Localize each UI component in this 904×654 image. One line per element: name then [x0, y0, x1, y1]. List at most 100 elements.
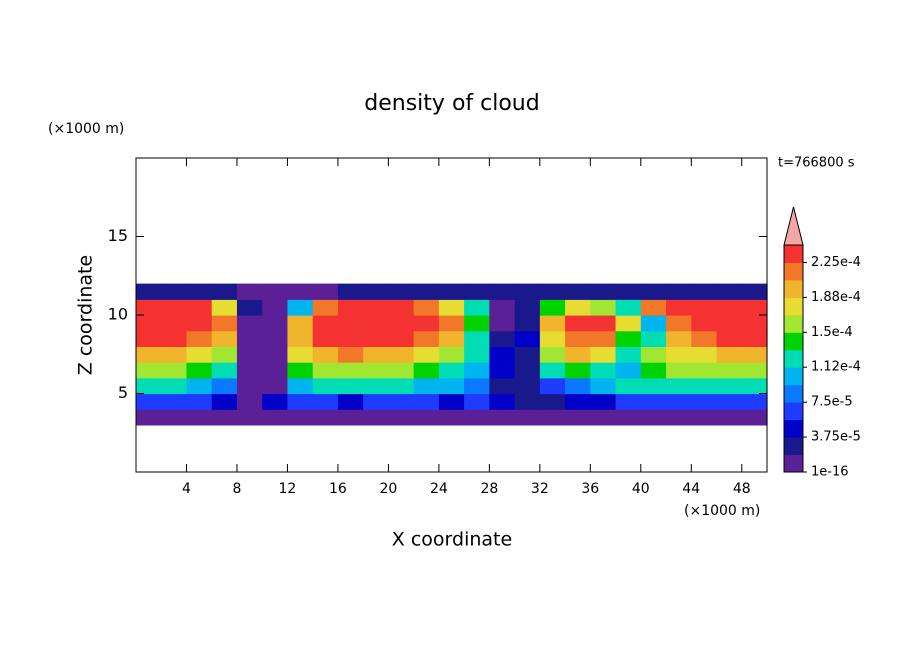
- contour-cell: [363, 393, 389, 410]
- contour-cell: [287, 377, 314, 395]
- y-unit: (×1000 m): [48, 121, 124, 137]
- contour-cell: [489, 362, 516, 379]
- contour-cell: [413, 283, 440, 300]
- x-tick-label: 28: [480, 481, 498, 497]
- contour-cell: [741, 377, 768, 395]
- colorbar-band: [784, 297, 803, 316]
- colorbar-frame: [783, 244, 804, 473]
- colorbar-band: [784, 437, 803, 456]
- contour-cell: [438, 362, 465, 379]
- y-tick-label: 10: [108, 305, 128, 324]
- contour-cell: [489, 330, 516, 347]
- contour-cell: [640, 330, 667, 347]
- contour-cell: [691, 409, 718, 426]
- contour-cell: [236, 299, 263, 316]
- contour-cell: [691, 315, 718, 332]
- contour-cell: [236, 315, 263, 332]
- contour-cell: [337, 315, 364, 332]
- contour-cell: [691, 283, 718, 300]
- contour-cell: [363, 283, 389, 300]
- contour-cell: [388, 299, 415, 316]
- contour-cell: [716, 393, 743, 410]
- contour-cell: [287, 315, 314, 332]
- contour-cell: [388, 377, 415, 395]
- contour-cell: [161, 393, 188, 410]
- contour-cell: [413, 377, 440, 395]
- contour-cell: [464, 330, 490, 347]
- contour-cell: [136, 315, 162, 332]
- contour-cell: [211, 315, 238, 332]
- contour-cell: [438, 330, 465, 347]
- contour-cell: [312, 377, 339, 395]
- contour-cell: [514, 315, 541, 332]
- contour-cell: [413, 393, 440, 410]
- contour-cell: [287, 299, 314, 316]
- contour-cell: [640, 409, 667, 426]
- contour-cell: [741, 362, 768, 379]
- contour-cell: [539, 409, 566, 426]
- x-unit: (×1000 m): [684, 503, 760, 519]
- contour-cell: [539, 362, 566, 379]
- contour-cell: [615, 315, 642, 332]
- contour-cell: [337, 283, 364, 300]
- contour-cell: [312, 409, 339, 426]
- contour-cell: [590, 315, 617, 332]
- contour-cell: [666, 330, 692, 347]
- contour-cell: [691, 362, 718, 379]
- colorbar-band: [784, 419, 803, 438]
- contour-cell: [186, 346, 213, 363]
- contour-cell: [388, 283, 415, 300]
- colorbar-tick-label: 2.25e-4: [811, 255, 861, 270]
- contour-cell: [666, 299, 692, 316]
- contour-cell: [438, 377, 465, 395]
- contour-cell: [438, 315, 465, 332]
- contour-cell: [363, 377, 389, 395]
- contour-cell: [388, 362, 415, 379]
- contour-cell: [287, 393, 314, 410]
- contour-cell: [640, 377, 667, 395]
- x-tick-label: 24: [430, 481, 448, 497]
- contour-cell: [615, 362, 642, 379]
- contour-cell: [211, 346, 238, 363]
- contour-cell: [438, 393, 465, 410]
- contour-cell: [716, 377, 743, 395]
- contour-cell: [741, 393, 768, 410]
- contour-cell: [539, 346, 566, 363]
- contour-cell: [464, 346, 490, 363]
- contour-cell: [438, 346, 465, 363]
- contour-cell: [388, 409, 415, 426]
- contour-cell: [413, 315, 440, 332]
- contour-cell: [186, 283, 213, 300]
- contour-cell: [590, 283, 617, 300]
- contour-cell: [312, 362, 339, 379]
- x-label: X coordinate: [392, 529, 512, 551]
- colorbar-band: [784, 245, 803, 263]
- contour-cell: [211, 377, 238, 395]
- contour-cell: [337, 409, 364, 426]
- contour-cell: [186, 393, 213, 410]
- contour-cell: [136, 377, 162, 395]
- contour-cell: [262, 315, 289, 332]
- contour-cell: [565, 315, 591, 332]
- contour-cell: [186, 409, 213, 426]
- contour-cell: [312, 283, 339, 300]
- contour-cell: [161, 283, 188, 300]
- contour-cell: [236, 330, 263, 347]
- contour-cell: [337, 299, 364, 316]
- contour-cell: [615, 330, 642, 347]
- contour-cell: [666, 409, 692, 426]
- contour-cell: [514, 330, 541, 347]
- contour-cell: [716, 346, 743, 363]
- x-tick-label: 20: [379, 481, 397, 497]
- y-label: Z coordinate: [75, 255, 97, 375]
- contour-cell: [691, 330, 718, 347]
- contour-cell: [211, 299, 238, 316]
- contour-cell: [186, 299, 213, 316]
- contour-cell: [363, 330, 389, 347]
- contour-cell: [489, 283, 516, 300]
- contour-cell: [464, 299, 490, 316]
- contour-cell: [312, 393, 339, 410]
- contour-cell: [741, 330, 768, 347]
- contour-cell: [388, 346, 415, 363]
- contour-cell: [136, 299, 162, 316]
